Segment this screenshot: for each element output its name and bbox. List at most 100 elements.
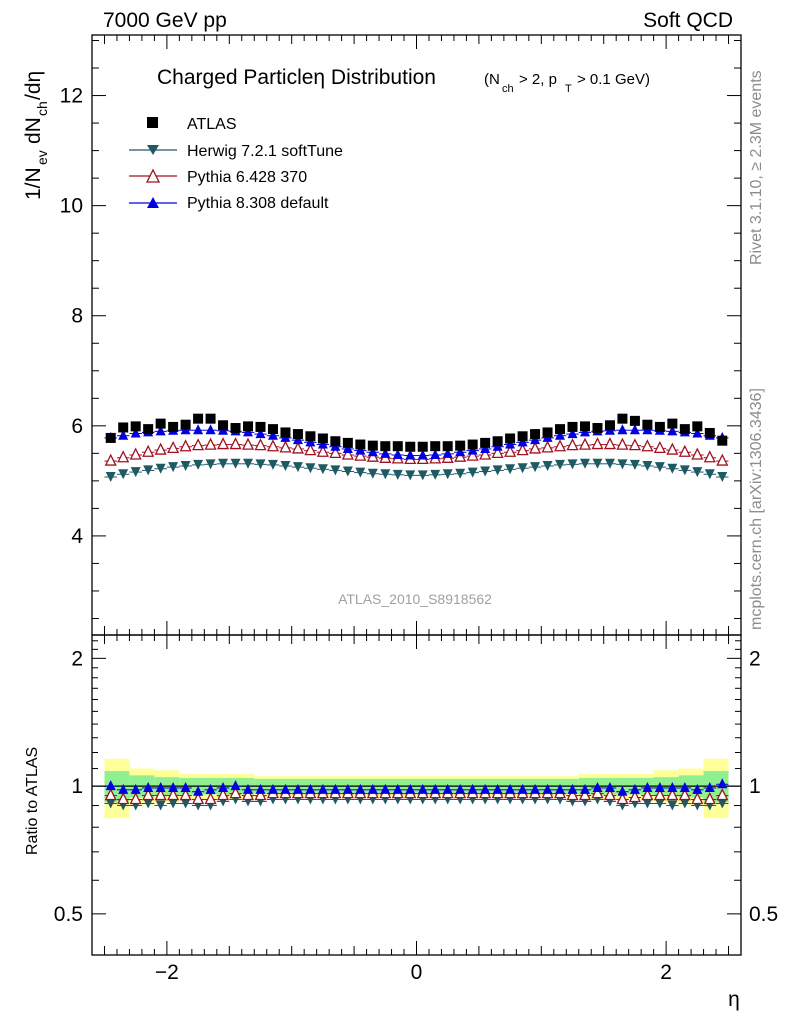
main-point-pythia-6-428-370 <box>154 442 167 455</box>
main-point-pythia-8-308-default <box>467 444 478 455</box>
main-point-herwig-7-2-1-softtune <box>442 469 453 480</box>
main-point-pythia-8-308-default <box>579 426 590 437</box>
main-point-atlas <box>642 419 653 430</box>
main-markers <box>104 413 729 483</box>
main-point-herwig-7-2-1-softtune <box>255 459 266 470</box>
main-point-atlas <box>542 427 553 438</box>
main-point-pythia-8-308-default <box>517 436 528 447</box>
ratio-point-pythia-6-428-370 <box>653 788 666 801</box>
main-point-pythia-6-428-370 <box>678 444 691 457</box>
main-point-pythia-8-308-default <box>305 436 316 447</box>
ratio-point-herwig-7-2-1-softtune <box>155 800 166 811</box>
main-point-herwig-7-2-1-softtune <box>430 469 441 480</box>
ratio-point-pythia-6-428-370 <box>179 788 192 801</box>
main-point-pythia-6-428-370 <box>354 448 367 461</box>
main-point-pythia-6-428-370 <box>616 437 629 450</box>
svg-text:ch: ch <box>502 83 514 95</box>
main-point-herwig-7-2-1-softtune <box>330 465 341 476</box>
main-point-pythia-6-428-370 <box>204 437 217 450</box>
main-point-pythia-8-308-default <box>317 438 328 449</box>
ratio-point-pythia-6-428-370 <box>254 788 267 801</box>
legend-label-pythia6: Pythia 6.428 370 <box>187 169 307 186</box>
main-point-pythia-6-428-370 <box>279 440 292 453</box>
legend-marker-herwig <box>147 145 159 155</box>
category-label: Soft QCD <box>643 9 733 32</box>
ratio-point-pythia-8-308-default <box>205 783 216 794</box>
main-point-atlas <box>180 419 191 430</box>
main-point-atlas <box>342 437 353 448</box>
ratio-point-pythia-8-308-default <box>243 783 254 794</box>
svg-text:> 2, p: > 2, p <box>519 71 557 88</box>
main-point-pythia-6-428-370 <box>603 437 617 450</box>
main-point-atlas <box>654 421 665 432</box>
ratio-y-tick-label-left: 0.5 <box>54 903 83 926</box>
ratio-point-pythia-8-308-default <box>692 783 703 794</box>
main-point-atlas <box>292 429 303 440</box>
ratio-point-pythia-6-428-370 <box>716 788 729 801</box>
ratio-y-tick-label-right: 2 <box>749 647 761 670</box>
main-point-pythia-8-308-default <box>267 429 278 440</box>
main-point-pythia-8-308-default <box>205 424 216 435</box>
legend-label-pythia8: Pythia 8.308 default <box>187 195 329 212</box>
ratio-point-pythia-8-308-default <box>193 785 204 796</box>
main-point-atlas <box>480 437 491 448</box>
legend-label-atlas: ATLAS <box>187 116 237 133</box>
ratio-point-pythia-8-308-default <box>355 783 366 794</box>
main-point-herwig-7-2-1-softtune <box>455 468 466 479</box>
main-point-pythia-8-308-default <box>355 444 366 455</box>
main-point-herwig-7-2-1-softtune <box>480 466 491 477</box>
x-tick-label: −2 <box>155 961 179 984</box>
ratio-point-pythia-8-308-default <box>330 783 341 794</box>
y-tick-label: 6 <box>71 415 83 438</box>
main-point-herwig-7-2-1-softtune <box>180 461 191 472</box>
main-point-herwig-7-2-1-softtune <box>118 469 129 480</box>
main-point-atlas <box>280 427 291 438</box>
main-point-pythia-8-308-default <box>392 449 403 459</box>
ratio-point-pythia-8-308-default <box>255 783 266 794</box>
main-point-atlas <box>105 432 116 443</box>
main-point-pythia-8-308-default <box>380 447 391 458</box>
legend: ATLAS Herwig 7.2.1 softTune Pythia 6.428… <box>129 116 343 212</box>
main-y-label: 1/N ev dN ch /dη <box>22 71 50 200</box>
main-point-atlas <box>505 433 516 444</box>
main-point-herwig-7-2-1-softtune <box>717 472 728 483</box>
ratio-point-pythia-6-428-370 <box>216 788 230 801</box>
main-point-atlas <box>230 423 241 434</box>
ratio-y-ticks: 0.5 0.5 1 1 2 2 <box>54 640 778 956</box>
ratio-y-label: Ratio to ATLAS <box>24 747 41 855</box>
ratio-point-pythia-8-308-default <box>629 783 640 794</box>
main-point-pythia-6-428-370 <box>192 438 205 451</box>
main-point-pythia-8-308-default <box>155 425 166 436</box>
main-point-pythia-6-428-370 <box>529 441 542 454</box>
main-point-atlas <box>392 441 403 452</box>
ratio-point-pythia-8-308-default <box>642 781 653 792</box>
main-point-pythia-6-428-370 <box>266 439 280 452</box>
energy-label: 7000 GeV pp <box>103 9 227 32</box>
main-point-herwig-7-2-1-softtune <box>667 463 678 474</box>
ratio-point-herwig-7-2-1-softtune <box>717 798 728 809</box>
ratio-point-pythia-8-308-default <box>617 785 628 796</box>
ratio-point-pythia-6-428-370 <box>678 788 691 801</box>
main-point-pythia-8-308-default <box>505 438 516 449</box>
main-point-pythia-6-428-370 <box>516 443 529 456</box>
ratio-y-tick-label-left: 2 <box>71 647 83 670</box>
main-point-herwig-7-2-1-softtune <box>355 467 366 478</box>
main-point-pythia-6-428-370 <box>304 443 317 456</box>
main-point-atlas <box>380 441 391 452</box>
main-point-pythia-6-428-370 <box>653 440 666 454</box>
main-point-pythia-6-428-370 <box>254 438 267 451</box>
ratio-point-pythia-8-308-default <box>717 778 728 789</box>
main-point-atlas <box>168 421 179 432</box>
ratio-y-tick-label-left: 1 <box>71 775 83 798</box>
main-point-herwig-7-2-1-softtune <box>579 458 590 469</box>
ratio-point-pythia-8-308-default <box>267 783 278 794</box>
main-point-pythia-6-428-370 <box>666 442 679 455</box>
main-point-pythia-6-428-370 <box>291 441 304 454</box>
svg-text:> 0.1 GeV): > 0.1 GeV) <box>577 71 650 88</box>
main-point-pythia-6-428-370 <box>117 450 130 463</box>
main-point-pythia-6-428-370 <box>316 444 329 457</box>
ratio-point-pythia-8-308-default <box>305 783 316 794</box>
y-tick-label: 10 <box>60 195 83 218</box>
ratio-point-pythia-8-308-default <box>555 783 566 794</box>
main-point-herwig-7-2-1-softtune <box>292 462 303 473</box>
